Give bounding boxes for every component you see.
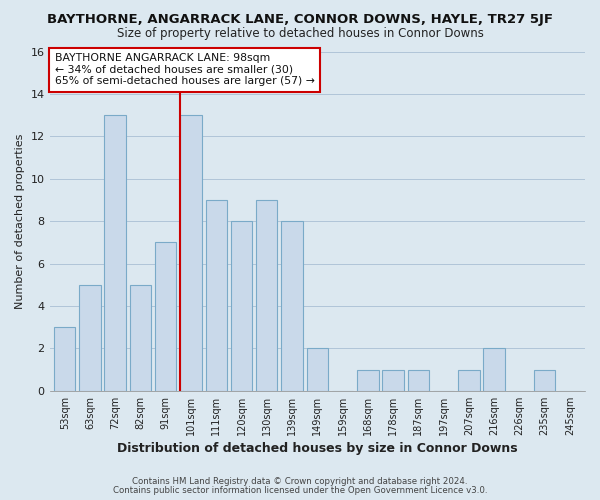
Bar: [458, 370, 479, 391]
X-axis label: Distribution of detached houses by size in Connor Downs: Distribution of detached houses by size …: [117, 442, 518, 455]
Bar: [130, 285, 151, 391]
Y-axis label: Number of detached properties: Number of detached properties: [15, 134, 25, 309]
Bar: [79, 285, 101, 391]
Bar: [281, 221, 303, 391]
Bar: [534, 370, 556, 391]
Text: BAYTHORNE, ANGARRACK LANE, CONNOR DOWNS, HAYLE, TR27 5JF: BAYTHORNE, ANGARRACK LANE, CONNOR DOWNS,…: [47, 12, 553, 26]
Bar: [484, 348, 505, 391]
Text: BAYTHORNE ANGARRACK LANE: 98sqm
← 34% of detached houses are smaller (30)
65% of: BAYTHORNE ANGARRACK LANE: 98sqm ← 34% of…: [55, 53, 315, 86]
Text: Contains HM Land Registry data © Crown copyright and database right 2024.: Contains HM Land Registry data © Crown c…: [132, 477, 468, 486]
Bar: [54, 327, 76, 391]
Bar: [307, 348, 328, 391]
Bar: [155, 242, 176, 391]
Bar: [357, 370, 379, 391]
Bar: [407, 370, 429, 391]
Bar: [231, 221, 252, 391]
Bar: [256, 200, 277, 391]
Text: Contains public sector information licensed under the Open Government Licence v3: Contains public sector information licen…: [113, 486, 487, 495]
Bar: [382, 370, 404, 391]
Bar: [180, 115, 202, 391]
Text: Size of property relative to detached houses in Connor Downs: Size of property relative to detached ho…: [116, 28, 484, 40]
Bar: [104, 115, 126, 391]
Bar: [206, 200, 227, 391]
